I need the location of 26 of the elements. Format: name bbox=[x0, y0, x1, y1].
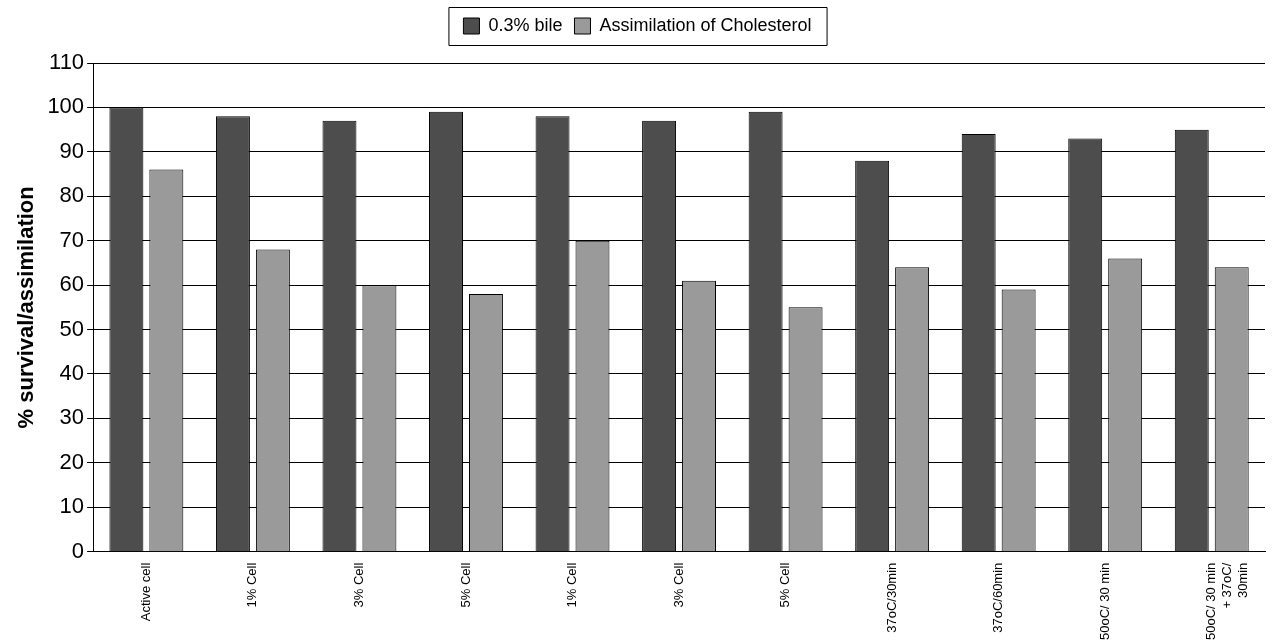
y-axis-title: % survival/assimilation bbox=[13, 186, 39, 429]
x-tick-label: 5% Cell bbox=[457, 562, 473, 608]
y-tick-label: 50 bbox=[59, 315, 85, 341]
x-tick-label: 3% Cell bbox=[351, 562, 367, 608]
y-tick-label: 0 bbox=[71, 537, 85, 563]
y-tick-label: 30 bbox=[59, 404, 85, 430]
legend-label: 0.3% bile bbox=[488, 14, 563, 35]
x-tick-label: 3% Cell bbox=[670, 562, 686, 608]
y-tick-label: 100 bbox=[47, 93, 85, 119]
y-tick-label: 110 bbox=[49, 49, 85, 75]
y-tick-label: 70 bbox=[59, 226, 85, 252]
y-tick-label: 10 bbox=[59, 493, 85, 519]
legend-label: Assimilation of Cholesterol bbox=[599, 14, 812, 35]
x-tick-label: Active cell bbox=[137, 562, 153, 622]
y-tick-label: 20 bbox=[59, 448, 85, 474]
x-tick-label: 50oC/ 30 min + 37oC/ 30min bbox=[1203, 562, 1250, 641]
x-tick-label: 37oC/60min bbox=[990, 562, 1006, 633]
x-tick-label: 1% Cell bbox=[244, 562, 260, 608]
x-tick-label: 37oC/30min bbox=[883, 562, 899, 633]
y-tick-label: 80 bbox=[59, 182, 85, 208]
x-tick-label: 50oC/ 30 min bbox=[1096, 562, 1112, 641]
y-tick-label: 40 bbox=[59, 360, 85, 386]
x-tick-label: 5% Cell bbox=[777, 562, 793, 608]
x-tick-label: 1% Cell bbox=[564, 562, 580, 608]
y-tick-label: 60 bbox=[59, 271, 85, 297]
y-tick-label: 90 bbox=[59, 137, 85, 163]
